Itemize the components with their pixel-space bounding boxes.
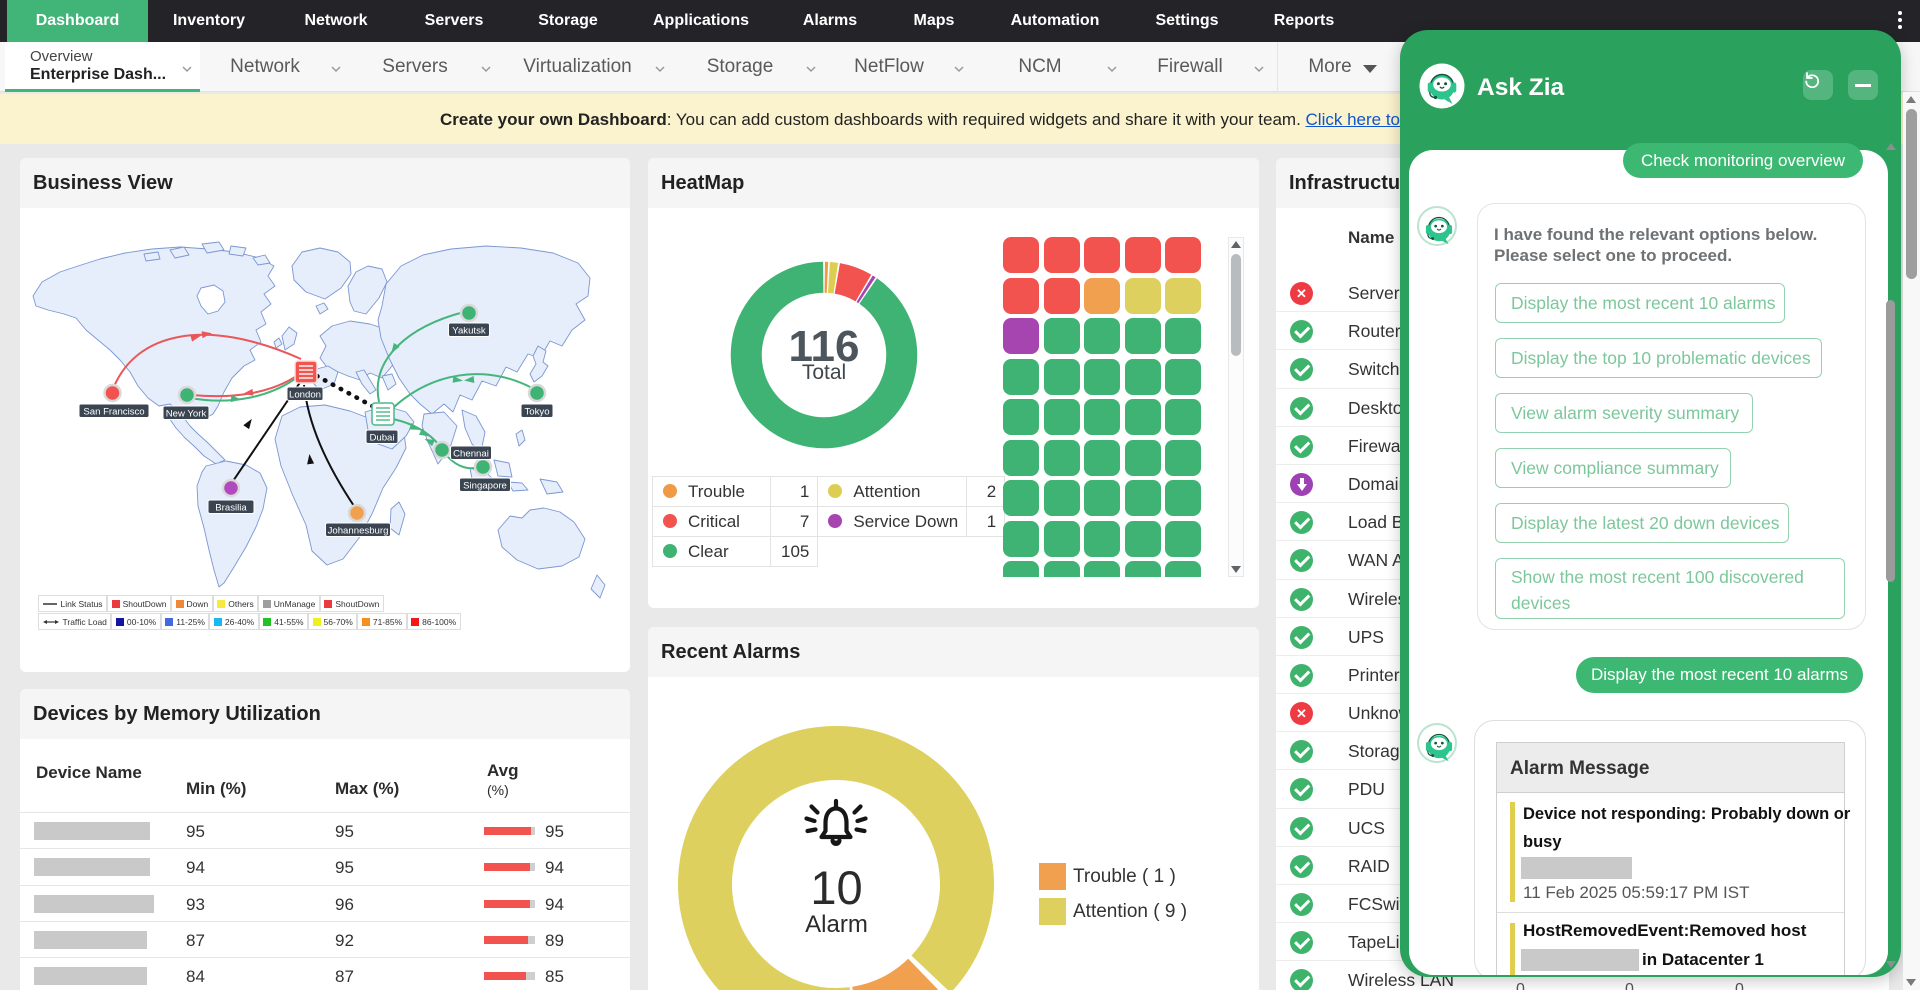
svg-text:San Francisco: San Francisco bbox=[83, 406, 144, 417]
svg-text:Chennai: Chennai bbox=[453, 448, 489, 459]
svg-text:London: London bbox=[289, 389, 321, 400]
svg-text:Dubai: Dubai bbox=[369, 432, 394, 443]
svg-text:Brasilia: Brasilia bbox=[215, 502, 247, 513]
svg-text:Tokyo: Tokyo bbox=[524, 406, 549, 417]
svg-text:New York: New York bbox=[166, 408, 207, 419]
svg-text:Singapore: Singapore bbox=[463, 480, 507, 491]
svg-text:Johannesburg: Johannesburg bbox=[328, 525, 389, 536]
svg-text:Yakutsk: Yakutsk bbox=[452, 325, 486, 336]
